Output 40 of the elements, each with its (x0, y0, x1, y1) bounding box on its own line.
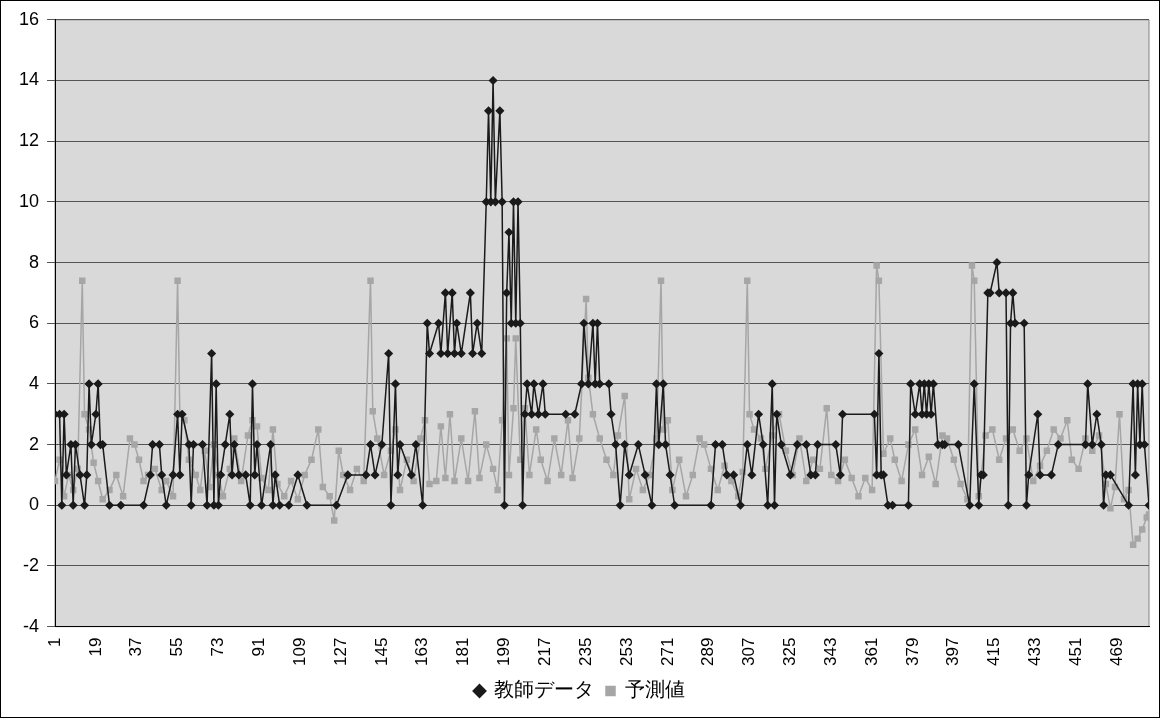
x-tick-label: 397 (943, 637, 963, 667)
legend-label: 予測値 (625, 677, 685, 702)
x-tick-label: 1 (44, 637, 64, 648)
x-tick-label: 361 (861, 637, 881, 667)
x-tick-label: 271 (657, 637, 677, 667)
y-tick-label: 4 (29, 372, 40, 393)
y-tick-label: 16 (18, 8, 40, 29)
x-tick-label: 55 (167, 637, 187, 657)
x-tick-label: 325 (780, 637, 800, 667)
x-tick-label: 415 (984, 637, 1004, 667)
y-tick-label: 12 (18, 130, 40, 151)
x-tick-label: 217 (534, 637, 554, 667)
x-tick-label: 199 (494, 637, 514, 667)
x-tick-label: 37 (126, 637, 146, 657)
y-tick-label: 8 (29, 251, 40, 272)
x-tick-label: 73 (208, 637, 228, 657)
y-tick-label: -2 (23, 554, 40, 575)
y-tick-label: 10 (18, 190, 40, 211)
x-tick-label: 289 (698, 637, 718, 667)
x-tick-label: 469 (1106, 637, 1126, 667)
x-tick-label: 127 (330, 637, 350, 667)
x-tick-label: 451 (1066, 637, 1086, 667)
y-tick-label: 14 (18, 69, 40, 90)
x-tick-label: 235 (575, 637, 595, 667)
x-tick-label: 163 (412, 637, 432, 667)
y-tick-label: 6 (29, 312, 40, 333)
x-tick-label: 109 (289, 637, 309, 667)
x-tick-label: 433 (1025, 637, 1045, 667)
legend-label: 教師データ (494, 677, 594, 702)
y-tick-label: 0 (29, 494, 40, 515)
y-tick-label: -4 (23, 615, 40, 636)
x-tick-label: 253 (616, 637, 636, 667)
y-tick-label: 2 (29, 433, 40, 454)
x-tick-label: 91 (248, 637, 268, 657)
x-tick-label: 343 (820, 637, 840, 667)
x-tick-label: 379 (902, 637, 922, 667)
x-tick-label: 181 (453, 637, 473, 667)
x-tick-label: 307 (739, 637, 759, 667)
x-tick-label: 145 (371, 637, 391, 667)
x-tick-label: 19 (85, 637, 105, 657)
